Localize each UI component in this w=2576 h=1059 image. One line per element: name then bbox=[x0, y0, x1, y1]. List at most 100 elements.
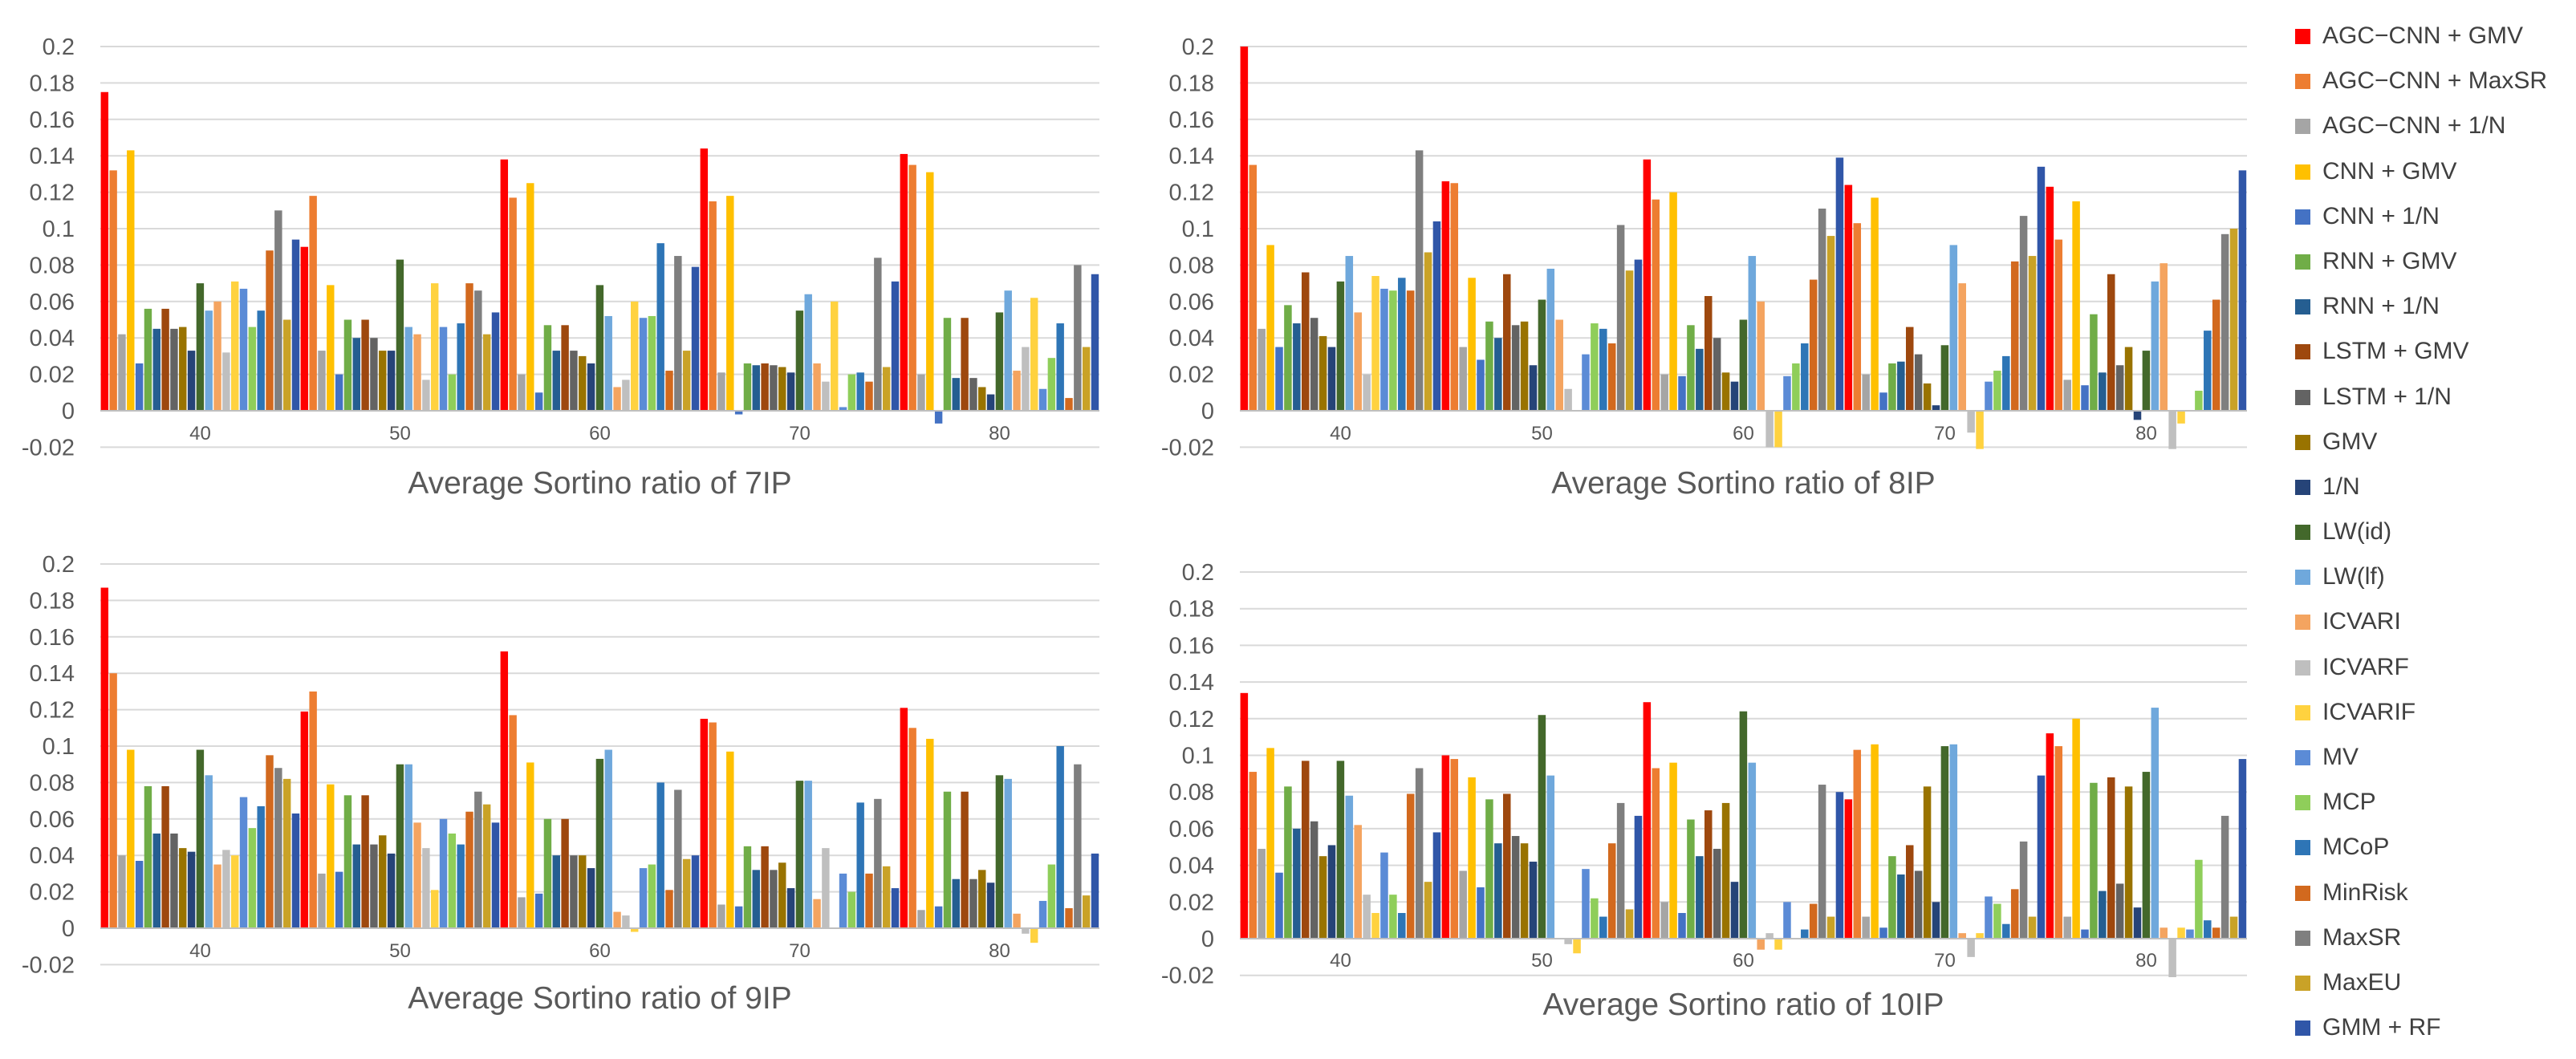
bar bbox=[613, 911, 621, 928]
legend-item: RNN + 1/N bbox=[2295, 285, 2568, 330]
bar bbox=[926, 738, 934, 928]
bar bbox=[2072, 718, 2080, 939]
y-tick-label: -0.02 bbox=[22, 435, 75, 461]
bar bbox=[1879, 927, 1887, 939]
bar bbox=[874, 258, 882, 411]
legend-label: RNN + GMV bbox=[2322, 247, 2457, 274]
bar bbox=[1853, 749, 1862, 939]
bar bbox=[2220, 815, 2229, 939]
legend-item: ICVARIF bbox=[2295, 691, 2568, 736]
bar bbox=[482, 804, 491, 928]
bar bbox=[2220, 233, 2229, 411]
bar bbox=[1546, 775, 1555, 939]
y-tick-label: 0.08 bbox=[1169, 780, 1214, 805]
bar bbox=[1415, 768, 1424, 939]
y-tick-label: 0.18 bbox=[30, 588, 75, 614]
bar bbox=[1914, 354, 1923, 411]
legend-item: MaxEU bbox=[2295, 961, 2568, 1006]
bar bbox=[639, 868, 648, 928]
x-tick-label: 50 bbox=[1531, 423, 1553, 444]
bar bbox=[2028, 916, 2037, 939]
bar bbox=[2063, 379, 2071, 411]
bar bbox=[1327, 845, 1336, 939]
bar bbox=[1949, 744, 1958, 939]
bar bbox=[1398, 278, 1406, 411]
bar bbox=[1958, 933, 1966, 939]
bar bbox=[2019, 841, 2028, 939]
legend-item: AGC−CNN + GMV bbox=[2295, 14, 2568, 59]
bar bbox=[1730, 381, 1739, 411]
bar bbox=[1074, 764, 1082, 928]
bar bbox=[1511, 836, 1520, 939]
bar bbox=[1774, 939, 1782, 950]
y-tick-label: 0.16 bbox=[1169, 108, 1214, 133]
bar bbox=[1765, 411, 1774, 448]
bar bbox=[2090, 782, 2098, 939]
bar bbox=[1424, 252, 1432, 411]
y-tick-label: 0.16 bbox=[30, 625, 75, 651]
bar bbox=[908, 728, 916, 928]
legend-swatch bbox=[2295, 750, 2310, 765]
bar bbox=[1783, 375, 1791, 411]
bar bbox=[900, 153, 908, 411]
bar bbox=[404, 327, 412, 411]
bar bbox=[804, 781, 812, 928]
bar bbox=[282, 319, 291, 411]
y-tick-label: 0.04 bbox=[1169, 326, 1214, 351]
bar bbox=[900, 708, 908, 928]
bar bbox=[1643, 702, 1652, 939]
bar bbox=[1591, 898, 1599, 939]
bar bbox=[1765, 933, 1774, 939]
bar bbox=[891, 281, 900, 411]
bar bbox=[1905, 327, 1914, 411]
bar bbox=[630, 301, 639, 411]
bar bbox=[205, 775, 213, 928]
bar bbox=[187, 351, 196, 411]
bar bbox=[1940, 746, 1949, 939]
bar bbox=[2115, 883, 2124, 939]
bar bbox=[1818, 209, 1826, 411]
legend-label: RNN + 1/N bbox=[2322, 293, 2440, 320]
bar bbox=[1704, 810, 1713, 939]
bar bbox=[144, 308, 152, 411]
bar bbox=[500, 651, 509, 928]
bar bbox=[1897, 361, 1905, 411]
bar bbox=[135, 363, 144, 411]
bar bbox=[1468, 777, 1476, 939]
x-tick-label: 40 bbox=[1330, 950, 1351, 972]
legend-label: GMV bbox=[2322, 428, 2378, 455]
bar bbox=[1354, 825, 1362, 939]
legend-swatch bbox=[2295, 299, 2310, 315]
bar bbox=[856, 802, 864, 928]
bar bbox=[613, 387, 621, 411]
bar bbox=[343, 319, 352, 411]
legend-swatch bbox=[2295, 840, 2310, 856]
bar bbox=[335, 871, 343, 928]
y-tick-label: 0.14 bbox=[1169, 144, 1214, 169]
bar bbox=[1310, 318, 1318, 411]
bar bbox=[309, 196, 317, 411]
bar bbox=[1879, 392, 1887, 411]
x-tick-label: 70 bbox=[1934, 950, 1956, 972]
bar bbox=[1897, 874, 1905, 939]
bar bbox=[1739, 319, 1748, 411]
bar bbox=[2204, 920, 2212, 939]
bar bbox=[1809, 279, 1818, 411]
bar bbox=[370, 338, 378, 411]
bar bbox=[882, 866, 891, 928]
bar bbox=[1914, 870, 1923, 939]
bar bbox=[952, 878, 960, 928]
bar bbox=[579, 855, 587, 928]
bar bbox=[509, 715, 517, 928]
bar bbox=[2151, 708, 2160, 939]
bar bbox=[170, 833, 178, 928]
bar bbox=[1371, 276, 1379, 411]
bar bbox=[656, 782, 664, 928]
x-tick-label: 40 bbox=[189, 940, 211, 962]
bar bbox=[1818, 785, 1826, 939]
bar bbox=[1757, 301, 1765, 411]
bar bbox=[1826, 236, 1835, 411]
bar bbox=[648, 315, 656, 411]
bar bbox=[891, 888, 900, 928]
bar bbox=[1266, 748, 1274, 939]
